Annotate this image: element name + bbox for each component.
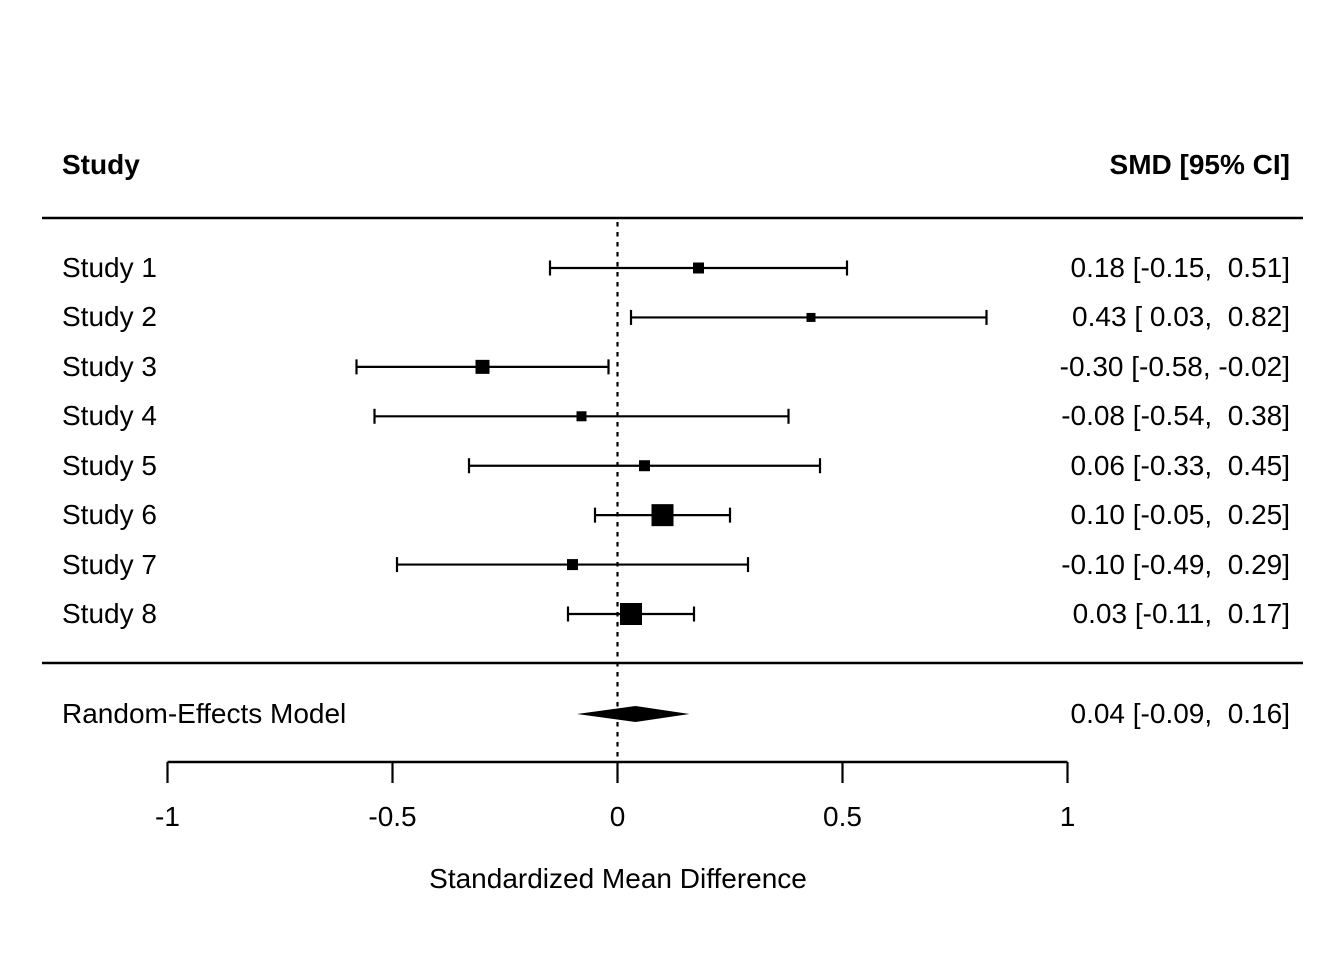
- study-label: Study 4: [62, 400, 157, 432]
- study-label: Study 3: [62, 350, 157, 382]
- point-estimate-square: [567, 559, 578, 571]
- study-label: Study 7: [62, 548, 157, 580]
- x-axis-title: Standardized Mean Difference: [429, 863, 807, 894]
- study-annotation: -0.08 [-0.54, 0.38]: [1061, 400, 1290, 432]
- point-estimate-square: [576, 411, 587, 422]
- study-annotation: -0.10 [-0.49, 0.29]: [1061, 548, 1290, 580]
- study-annotation: 0.18 [-0.15, 0.51]: [1070, 252, 1291, 283]
- x-axis-tick-label: 1: [1060, 801, 1076, 832]
- study-annotation: 0.03 [-0.11, 0.17]: [1072, 598, 1290, 629]
- study-label: Study 1: [62, 252, 157, 283]
- x-axis-tick-label: 0.5: [823, 801, 862, 832]
- study-annotation: -0.30 [-0.58, -0.02]: [1059, 350, 1290, 382]
- point-estimate-square: [693, 262, 704, 274]
- point-estimate-square: [620, 603, 642, 626]
- x-axis-tick-label: 0: [610, 801, 626, 832]
- study-label: Study 8: [62, 598, 157, 629]
- study-annotation: 0.43 [ 0.03, 0.82]: [1072, 301, 1290, 333]
- x-axis-tick-label: -1: [155, 801, 180, 832]
- point-estimate-square: [651, 504, 674, 527]
- study-label: Study 2: [62, 301, 157, 333]
- x-axis-tick-label: -0.5: [368, 801, 416, 832]
- effect-column-header: SMD [95% CI]: [1109, 149, 1290, 180]
- point-estimate-square: [475, 359, 490, 374]
- point-estimate-square: [639, 460, 650, 472]
- study-label: Study 5: [62, 449, 157, 481]
- study-annotation: 0.10 [-0.05, 0.25]: [1070, 499, 1291, 531]
- study-annotation: 0.06 [-0.33, 0.45]: [1070, 449, 1291, 481]
- study-column-header: Study: [62, 149, 140, 180]
- summary-label: Random-Effects Model: [62, 698, 347, 729]
- summary-diamond: [577, 706, 690, 722]
- summary-annotation: 0.04 [-0.09, 0.16]: [1070, 698, 1291, 729]
- point-estimate-square: [806, 312, 816, 322]
- study-label: Study 6: [62, 499, 157, 531]
